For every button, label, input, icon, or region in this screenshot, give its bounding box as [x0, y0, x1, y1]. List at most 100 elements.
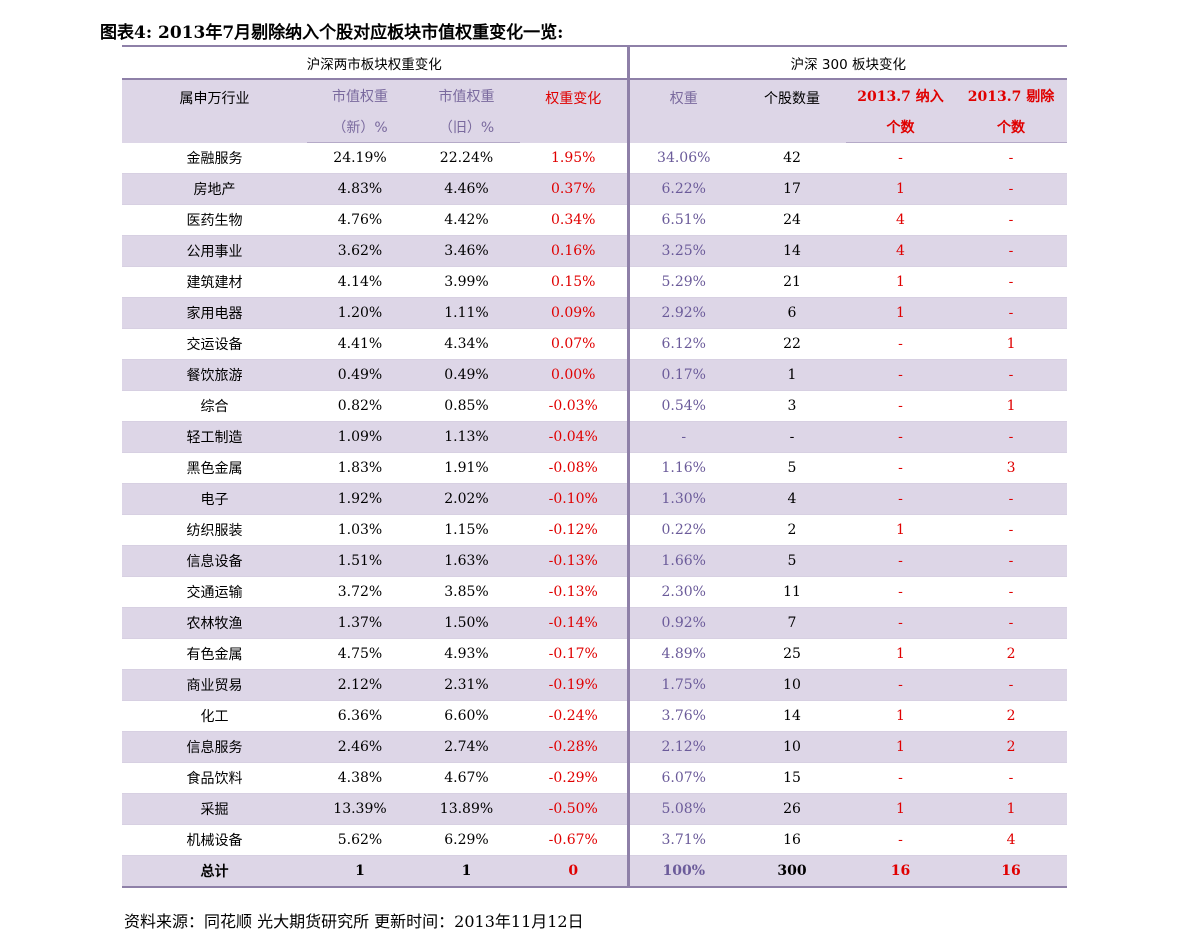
cell-excluded: - [955, 173, 1068, 205]
table-row: 房地产 4.83% 4.46% 0.37% 6.22% 17 1- [122, 173, 1068, 205]
cell-count: 11 [738, 576, 846, 608]
table-row: 轻工制造 1.09% 1.13% -0.04% - - - - [122, 421, 1068, 453]
cell-industry: 信息服务 [122, 731, 307, 763]
cell-mv-new: 0.49% [307, 359, 413, 391]
cell-change: 0.07% [520, 328, 630, 360]
total-weight: 100% [628, 855, 738, 888]
cell-industry: 采掘 [122, 793, 307, 825]
cell-included: 4 [846, 204, 955, 236]
table-row: 食品饮料 4.38% 4.67% -0.29% 6.07% 15- - [122, 762, 1068, 794]
cell-mv-old: 0.85% [413, 390, 520, 422]
cell-mv-new: 1.20% [307, 297, 413, 329]
cell-weight: 0.22% [628, 514, 738, 546]
cell-count: 6 [738, 297, 846, 329]
cell-change: 0.34% [520, 204, 630, 236]
cell-included: 1 [846, 297, 955, 329]
cell-included: - [846, 824, 955, 856]
cell-industry: 机械设备 [122, 824, 307, 856]
cell-excluded: - [955, 235, 1068, 267]
cell-industry: 轻工制造 [122, 421, 307, 453]
cell-mv-old: 3.99% [413, 266, 520, 298]
header-excluded: 2013.7 剔除 [955, 79, 1068, 111]
cell-mv-old: 3.85% [413, 576, 520, 608]
cell-mv-old: 4.42% [413, 204, 520, 236]
cell-mv-new: 1.09% [307, 421, 413, 453]
cell-included: 1 [846, 173, 955, 205]
header-mv-new-unit: （新）% [307, 111, 413, 143]
cell-excluded: 3 [955, 452, 1068, 484]
cell-mv-old: 2.31% [413, 669, 520, 701]
cell-weight: 2.12% [628, 731, 738, 763]
cell-mv-new: 1.51% [307, 545, 413, 577]
cell-count: - [738, 421, 846, 453]
cell-industry: 餐饮旅游 [122, 359, 307, 391]
cell-excluded: - [955, 421, 1068, 453]
cell-mv-new: 1.83% [307, 452, 413, 484]
cell-mv-old: 1.11% [413, 297, 520, 329]
cell-change: -0.29% [520, 762, 630, 794]
cell-mv-old: 6.60% [413, 700, 520, 732]
cell-industry: 交通运输 [122, 576, 307, 608]
cell-industry: 房地产 [122, 173, 307, 205]
group-header-hs300: 沪深 300 板块变化 [628, 45, 1068, 80]
cell-industry: 公用事业 [122, 235, 307, 267]
cell-excluded: 2 [955, 700, 1068, 732]
cell-mv-new: 1.37% [307, 607, 413, 639]
cell-weight: 1.16% [628, 452, 738, 484]
cell-included: 1 [846, 700, 955, 732]
source-footer: 资料来源：同花顺 光大期货研究所 更新时间：2013年11月12日 [124, 912, 584, 931]
cell-mv-new: 4.41% [307, 328, 413, 360]
cell-excluded: - [955, 514, 1068, 546]
cell-mv-new: 3.72% [307, 576, 413, 608]
cell-weight: 1.66% [628, 545, 738, 577]
cell-included: - [846, 390, 955, 422]
header-included: 2013.7 纳入 [846, 79, 955, 111]
cell-industry: 食品饮料 [122, 762, 307, 794]
cell-weight: 5.29% [628, 266, 738, 298]
cell-count: 14 [738, 700, 846, 732]
header-weight: 权重 [628, 79, 738, 143]
cell-industry: 交运设备 [122, 328, 307, 360]
table-row: 机械设备 5.62% 6.29% -0.67% 3.71% 16-4 [122, 824, 1068, 856]
cell-weight: 6.51% [628, 204, 738, 236]
cell-mv-new: 4.83% [307, 173, 413, 205]
cell-mv-old: 1.13% [413, 421, 520, 453]
cell-change: 0.15% [520, 266, 630, 298]
cell-count: 1 [738, 359, 846, 391]
cell-mv-new: 1.03% [307, 514, 413, 546]
table-row: 信息服务 2.46% 2.74% -0.28% 2.12% 10 1 2 [122, 731, 1068, 763]
total-industry: 总计 [122, 855, 307, 888]
cell-count: 25 [738, 638, 846, 670]
header-mv-new: 市值权重 [307, 79, 413, 111]
cell-weight: 3.71% [628, 824, 738, 856]
cell-weight: 6.07% [628, 762, 738, 794]
cell-industry: 综合 [122, 390, 307, 422]
cell-included: 1 [846, 731, 955, 763]
header-change: 权重变化 [520, 79, 630, 143]
table-row: 餐饮旅游 0.49% 0.49% 0.00% 0.17% 1- - [122, 359, 1068, 391]
cell-weight: 6.12% [628, 328, 738, 360]
cell-industry: 纺织服装 [122, 514, 307, 546]
cell-included: - [846, 328, 955, 360]
cell-change: -0.28% [520, 731, 630, 763]
cell-included: - [846, 545, 955, 577]
cell-mv-old: 3.46% [413, 235, 520, 267]
cell-change: 1.95% [520, 142, 630, 174]
table-row: 采掘 13.39% 13.89% -0.50% 5.08% 26 1 1 [122, 793, 1068, 825]
cell-count: 7 [738, 607, 846, 639]
cell-excluded: 4 [955, 824, 1068, 856]
cell-change: 0.09% [520, 297, 630, 329]
cell-mv-new: 5.62% [307, 824, 413, 856]
table-row: 信息设备 1.51% 1.63% -0.13% 1.66% 5- - [122, 545, 1068, 577]
table-row: 化工 6.36% 6.60% -0.24% 3.76% 14 1 2 [122, 700, 1068, 732]
table-row: 交运设备 4.41% 4.34% 0.07% 6.12% 22-1 [122, 328, 1068, 360]
table-row: 纺织服装 1.03% 1.15% -0.12% 0.22% 2 1- [122, 514, 1068, 546]
cell-mv-old: 4.67% [413, 762, 520, 794]
cell-count: 10 [738, 669, 846, 701]
cell-excluded: - [955, 142, 1068, 174]
table-row: 电子 1.92% 2.02% -0.10% 1.30% 4- - [122, 483, 1068, 515]
group-header-market: 沪深两市板块权重变化 [122, 45, 630, 80]
cell-weight: 0.54% [628, 390, 738, 422]
cell-count: 5 [738, 545, 846, 577]
cell-mv-new: 4.76% [307, 204, 413, 236]
